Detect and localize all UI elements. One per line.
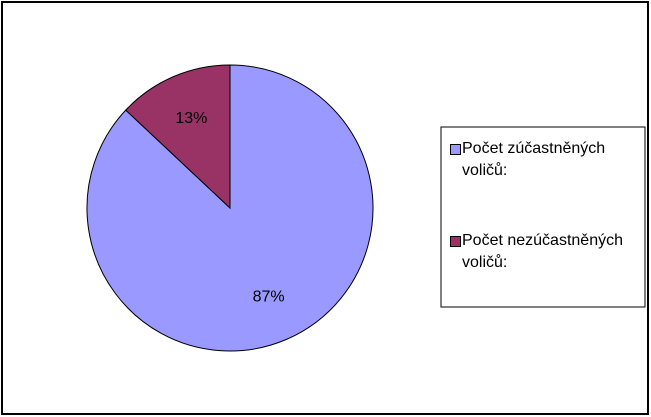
pie-slice [86, 64, 374, 352]
legend-box [440, 126, 646, 308]
legend-label: Počet nezúčastněných voličů: [462, 232, 623, 271]
legend-swatch [450, 236, 461, 247]
data-label: 87% [253, 288, 285, 305]
legend-swatch [450, 144, 461, 155]
data-label: 13% [175, 110, 207, 127]
pie-slice [125, 64, 231, 210]
legend-label: Počet zúčastněných voličů: [462, 140, 606, 179]
